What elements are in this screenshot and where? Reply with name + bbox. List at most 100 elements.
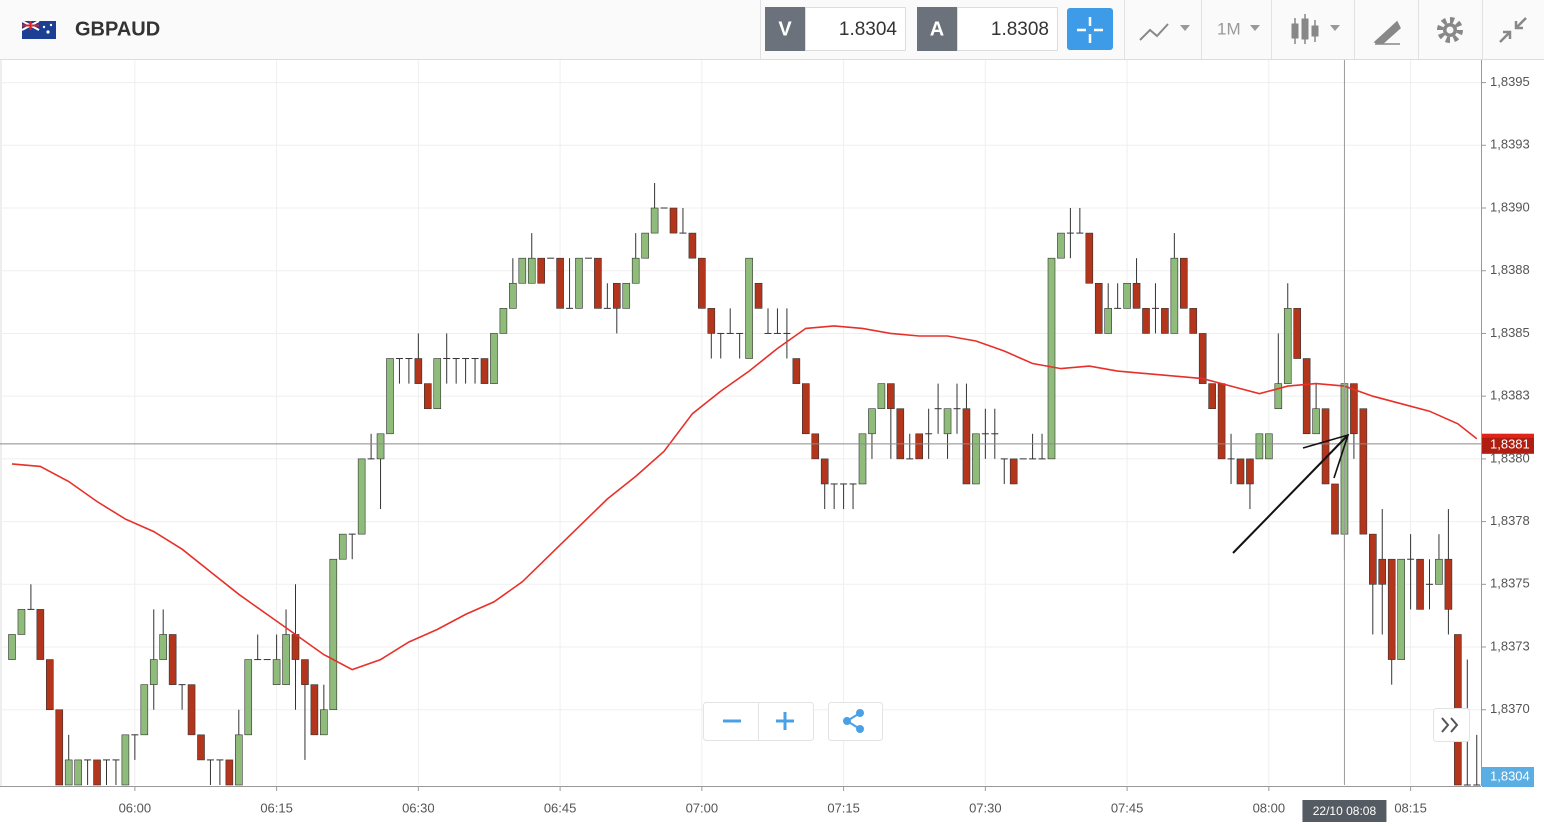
indicator-button[interactable] <box>1139 23 1190 41</box>
candle-body <box>112 759 120 761</box>
candle-body <box>443 358 451 360</box>
candle-body <box>367 458 375 460</box>
y-tick-label: 1,8383 <box>1490 388 1530 403</box>
candle-body <box>386 358 394 435</box>
candle-body <box>103 759 110 761</box>
scroll-right-button[interactable] <box>1433 708 1470 742</box>
timeframe[interactable]: 1M <box>1217 19 1241 38</box>
candle-body <box>773 332 781 334</box>
candle-body <box>650 207 659 234</box>
candle-body <box>1369 533 1377 585</box>
candle-body <box>168 634 177 685</box>
candle-body <box>1426 583 1433 585</box>
candle-body <box>896 408 905 460</box>
candle-body <box>1132 282 1141 309</box>
x-tick-label: 07:00 <box>686 800 719 815</box>
candle-body <box>925 433 933 435</box>
candle-body <box>36 609 45 660</box>
candle-body <box>547 257 555 259</box>
candle-body <box>1255 433 1264 460</box>
candle-body <box>840 483 848 485</box>
candle-body <box>423 383 432 410</box>
settings-button[interactable] <box>1437 17 1463 43</box>
y-tick-label: 1,8380 <box>1490 450 1530 465</box>
collapse-button[interactable] <box>1499 17 1527 43</box>
candle-body <box>1009 458 1018 485</box>
candle-body <box>1359 408 1368 535</box>
candle-body <box>1407 558 1415 560</box>
candle-body <box>471 358 479 360</box>
candle-body <box>726 332 734 334</box>
candle-body <box>764 332 772 334</box>
candle-body <box>244 659 253 736</box>
buy-label: A <box>930 18 944 40</box>
y-tick-label: 1,8375 <box>1490 576 1530 591</box>
candle-body <box>480 358 489 384</box>
candle-body <box>291 634 300 660</box>
candle-body <box>660 207 668 209</box>
candle-body <box>1265 433 1273 460</box>
candle-body <box>282 634 290 685</box>
candle-body <box>405 358 413 360</box>
candle-body <box>1114 307 1122 309</box>
y-tick-label: 1,8395 <box>1490 74 1530 89</box>
candle-body <box>27 608 35 610</box>
candle-body <box>679 232 687 234</box>
candle-body <box>376 433 385 460</box>
sell-button[interactable] <box>765 7 805 51</box>
chart-type-button[interactable] <box>1291 14 1340 44</box>
candle-body <box>197 734 205 761</box>
candle-body <box>84 759 92 761</box>
crosshair-button[interactable] <box>1067 8 1113 50</box>
x-tick-label: 08:00 <box>1253 800 1286 815</box>
candle-body <box>1227 458 1235 460</box>
y-tick-label: 1,8370 <box>1490 701 1530 716</box>
candle-body <box>1161 308 1169 334</box>
candle-body <box>310 684 319 736</box>
last-price-box-top <box>1482 433 1534 438</box>
candle-body <box>783 332 791 334</box>
candle-body <box>187 684 196 736</box>
candle-body <box>1246 458 1254 485</box>
candle-body <box>792 358 801 384</box>
candle-body <box>1473 784 1481 786</box>
candle-body <box>206 759 214 761</box>
draw-button[interactable] <box>1373 20 1401 45</box>
arrow-head <box>1302 433 1350 479</box>
candle-body <box>17 609 26 635</box>
candle-body <box>754 282 763 309</box>
candle-body <box>641 232 649 259</box>
candle-body <box>717 332 725 334</box>
candle-body <box>1019 458 1027 460</box>
candle-body <box>915 433 924 460</box>
buy-button[interactable] <box>917 7 957 51</box>
candle-body <box>887 383 895 410</box>
candle-body <box>943 408 952 435</box>
candle-body <box>1416 558 1424 610</box>
candle-body <box>499 308 508 334</box>
candle-body <box>518 257 527 284</box>
x-tick-label: 07:30 <box>969 800 1002 815</box>
zoom-in[interactable] <box>776 712 794 730</box>
candle-body <box>1000 458 1008 460</box>
candle-body <box>1142 308 1150 334</box>
candle-body <box>8 634 16 660</box>
candle-body <box>64 759 73 786</box>
candle-body <box>338 533 347 560</box>
moving-average <box>11 325 1478 671</box>
sell-price-box <box>805 7 906 51</box>
candle-body <box>1104 308 1112 334</box>
share-button[interactable] <box>828 702 883 741</box>
plot <box>0 60 1481 786</box>
candle-body <box>801 383 810 435</box>
candle-body <box>934 408 942 410</box>
candle-body <box>584 257 592 259</box>
crosshair-box <box>1302 800 1387 822</box>
candle-body <box>736 332 744 334</box>
candle-body <box>74 759 82 786</box>
candle-body <box>612 282 621 309</box>
sell-price: 1.8304 <box>839 19 898 40</box>
candle-body <box>1302 358 1311 435</box>
